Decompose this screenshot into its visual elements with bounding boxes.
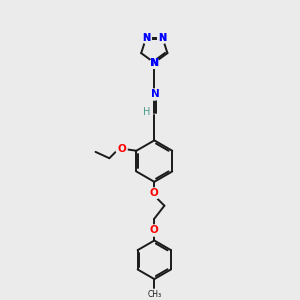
Text: N: N <box>158 33 166 43</box>
Text: O: O <box>117 144 126 154</box>
Text: N: N <box>150 58 158 68</box>
Text: N: N <box>142 33 150 43</box>
Text: N: N <box>142 33 150 43</box>
Text: N: N <box>150 58 159 68</box>
Text: H: H <box>142 107 150 117</box>
Text: N: N <box>158 33 166 43</box>
Text: N: N <box>151 89 159 99</box>
Text: O: O <box>150 225 159 235</box>
Text: CH₃: CH₃ <box>147 290 161 299</box>
Text: O: O <box>150 188 159 198</box>
